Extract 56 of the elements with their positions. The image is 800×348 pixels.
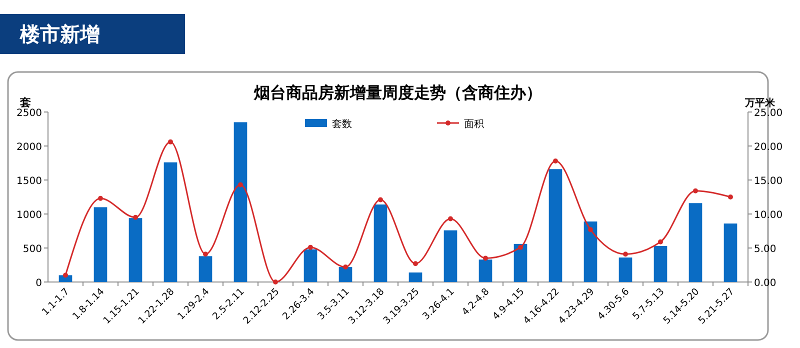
bar — [478, 260, 492, 282]
y2-tick-label: 10.00 — [754, 210, 783, 221]
legend-label: 套数 — [332, 118, 352, 130]
y-tick-label: 2500 — [16, 108, 42, 119]
point — [658, 239, 663, 244]
bar — [688, 203, 702, 282]
bar — [408, 272, 422, 282]
point — [273, 280, 278, 284]
bar — [128, 218, 142, 282]
point — [238, 182, 243, 188]
bar — [374, 204, 388, 282]
point — [553, 158, 558, 164]
bar — [94, 207, 108, 282]
bar — [584, 221, 598, 282]
point — [343, 264, 348, 270]
y2-tick-label: 0.00 — [754, 278, 776, 289]
y2-tick-label: 20.00 — [754, 142, 783, 153]
point — [133, 214, 138, 220]
point — [728, 194, 733, 200]
point — [378, 197, 383, 202]
y-tick-label: 1500 — [16, 176, 42, 187]
point — [63, 272, 68, 278]
bar — [444, 230, 458, 282]
y-tick-label: 0 — [36, 278, 42, 289]
y2-tick-label: 25.00 — [754, 108, 783, 119]
y2-tick-label: 5.00 — [754, 244, 776, 255]
bar — [548, 169, 562, 282]
point — [518, 244, 523, 250]
bar — [654, 246, 668, 282]
point — [203, 252, 208, 257]
point — [588, 227, 593, 232]
point — [168, 139, 173, 144]
y2-axis-title: 万平米 — [744, 97, 776, 109]
point — [98, 196, 103, 201]
y-tick-label: 2000 — [16, 142, 42, 153]
legend-label: 面积 — [464, 119, 484, 130]
point — [448, 216, 453, 222]
y-tick-label: 500 — [22, 244, 42, 255]
bar — [234, 122, 248, 282]
bar — [164, 162, 178, 282]
chart-title: 烟台商品房新增量周度走势（含商住办） — [253, 83, 542, 102]
point — [483, 256, 488, 261]
bar — [724, 224, 738, 282]
bar — [618, 258, 632, 282]
y-axis-title: 套 — [19, 96, 31, 109]
y-tick-label: 1000 — [16, 210, 42, 221]
point — [623, 252, 628, 257]
bar — [514, 244, 528, 282]
bar — [198, 256, 212, 282]
bar — [304, 249, 318, 282]
point — [308, 244, 313, 250]
point — [413, 261, 418, 266]
y2-tick-label: 15.00 — [754, 176, 783, 187]
bar — [338, 267, 352, 282]
text: 楼市新增 — [19, 22, 100, 46]
point — [693, 188, 698, 194]
